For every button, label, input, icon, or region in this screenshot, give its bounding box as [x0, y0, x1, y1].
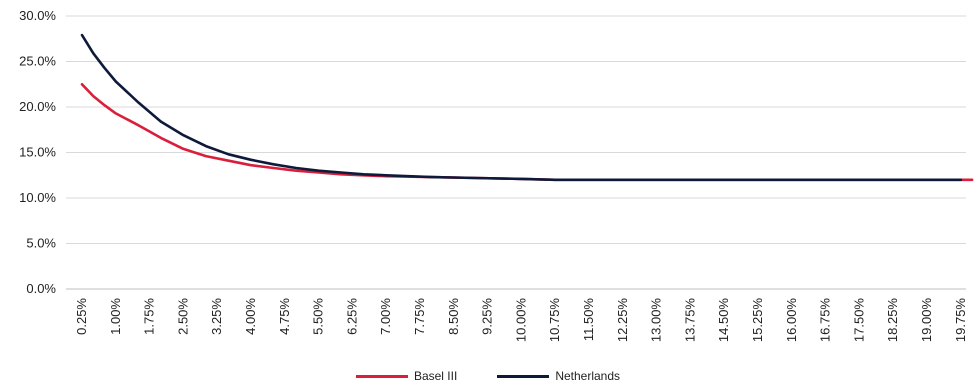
x-tick-label: 13.75% — [682, 298, 697, 343]
y-tick-label: 20.0% — [19, 99, 56, 114]
legend-item-netherlands: Netherlands — [497, 369, 620, 383]
x-tick-label: 3.25% — [209, 298, 224, 335]
legend-swatch-basel-iii — [355, 374, 408, 378]
y-tick-label: 10.0% — [19, 190, 56, 205]
legend-label-netherlands: Netherlands — [555, 369, 621, 383]
x-tick-label: 2.50% — [175, 298, 190, 335]
series-line-basel-iii — [80, 83, 974, 182]
x-tick-label: 18.25% — [885, 298, 900, 343]
x-tick-label: 17.50% — [851, 298, 866, 343]
legend: Basel III Netherlands — [0, 369, 976, 383]
x-tick-label: 16.00% — [784, 298, 799, 343]
x-tick-label: 16.75% — [818, 298, 833, 343]
x-tick-label: 6.25% — [344, 298, 359, 335]
x-tick-label: 4.75% — [277, 298, 292, 335]
x-tick-label: 4.00% — [243, 298, 258, 335]
y-tick-label: 5.0% — [26, 236, 56, 251]
series-line-netherlands — [80, 33, 963, 182]
x-tick-label: 12.25% — [615, 298, 630, 343]
x-tick-label: 19.00% — [919, 298, 934, 343]
y-tick-label: 30.0% — [19, 8, 56, 23]
legend-swatch-netherlands — [497, 374, 550, 378]
x-tick-label: 14.50% — [716, 298, 731, 343]
x-tick-label: 15.25% — [750, 298, 765, 343]
x-tick-label: 9.25% — [480, 298, 495, 335]
x-tick-label: 11.50% — [581, 298, 596, 342]
x-tick-label: 10.00% — [513, 298, 528, 343]
x-tick-label: 7.75% — [412, 298, 427, 335]
x-tick-label: 1.00% — [108, 298, 123, 335]
x-tick-label: 19.75% — [953, 298, 968, 343]
x-tick-label: 13.00% — [649, 298, 664, 343]
y-tick-label: 0.0% — [26, 281, 56, 296]
x-tick-label: 5.50% — [311, 298, 326, 335]
x-tick-label: 7.00% — [378, 298, 393, 335]
x-tick-label: 10.75% — [547, 298, 562, 343]
x-tick-label: 0.25% — [74, 298, 89, 335]
legend-label-basel-iii: Basel III — [413, 369, 458, 383]
y-tick-label: 25.0% — [19, 54, 56, 69]
y-tick-label: 15.0% — [19, 145, 56, 160]
x-tick-label: 8.50% — [446, 298, 461, 335]
legend-item-basel-iii: Basel III — [355, 369, 458, 383]
x-tick-label: 1.75% — [142, 298, 157, 335]
